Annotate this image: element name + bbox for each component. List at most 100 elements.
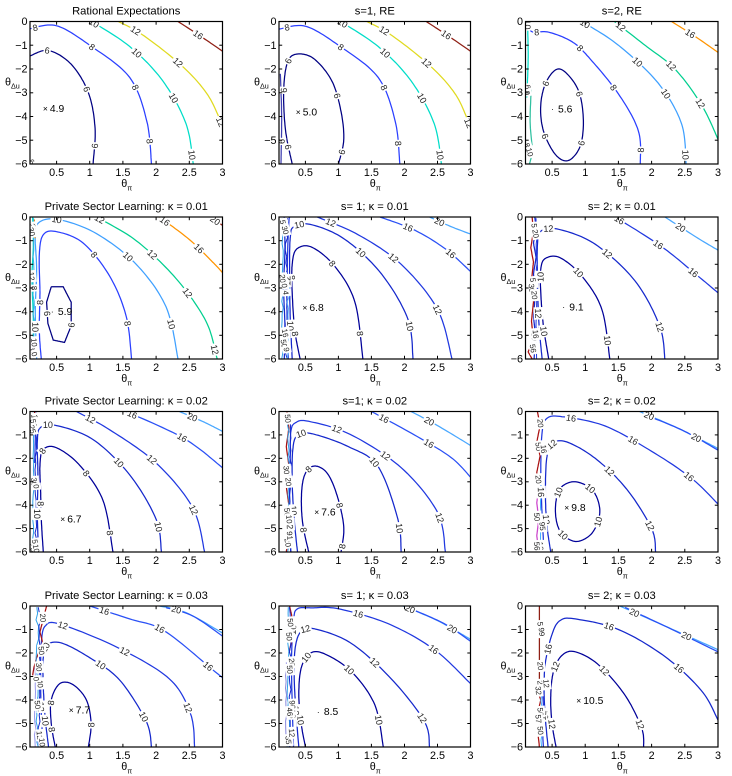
svg-text:−6: −6 <box>511 159 523 171</box>
svg-text:12: 12 <box>664 59 678 73</box>
svg-text:50: 50 <box>533 442 543 452</box>
svg-text:2.5: 2.5 <box>182 555 197 567</box>
svg-text:50: 50 <box>33 700 43 710</box>
svg-text:−1: −1 <box>264 235 276 247</box>
svg-text:10: 10 <box>354 245 368 259</box>
svg-text:8: 8 <box>303 464 313 475</box>
svg-text:20: 20 <box>422 414 436 428</box>
svg-text:−4: −4 <box>264 695 276 707</box>
svg-text:20: 20 <box>38 613 48 623</box>
svg-text:0: 0 <box>517 406 523 418</box>
svg-text:−5: −5 <box>15 523 27 535</box>
svg-text:4.9: 4.9 <box>50 104 65 115</box>
svg-text:12: 12 <box>27 272 37 281</box>
svg-text:1: 1 <box>87 167 93 179</box>
svg-text:−5: −5 <box>264 135 276 147</box>
svg-text:θ: θ <box>617 761 623 773</box>
svg-text:0.5: 0.5 <box>49 167 64 179</box>
svg-text:50: 50 <box>279 339 289 350</box>
svg-text:6: 6 <box>279 88 289 93</box>
svg-text:1.5: 1.5 <box>115 555 130 567</box>
svg-text:12: 12 <box>693 96 707 110</box>
svg-text:12: 12 <box>84 412 98 426</box>
svg-text:50: 50 <box>285 665 295 675</box>
svg-text:−5: −5 <box>15 330 27 342</box>
svg-text:8: 8 <box>86 722 96 727</box>
svg-text:4: 4 <box>281 290 290 296</box>
svg-text:2.5: 2.5 <box>430 167 445 179</box>
svg-text:16: 16 <box>192 242 206 256</box>
svg-text:1: 1 <box>335 555 341 567</box>
svg-text:12: 12 <box>415 711 429 725</box>
svg-text:10: 10 <box>602 335 613 346</box>
svg-text:Δu: Δu <box>260 471 269 480</box>
svg-text:−5: −5 <box>511 135 523 147</box>
svg-text:s= 1; κ = 0.01: s= 1; κ = 0.01 <box>341 201 409 213</box>
svg-text:10: 10 <box>137 710 150 723</box>
svg-text:−3: −3 <box>511 671 523 683</box>
svg-text:θ: θ <box>121 373 127 385</box>
svg-text:12: 12 <box>600 247 614 261</box>
svg-text:8: 8 <box>37 446 48 456</box>
svg-text:6: 6 <box>81 85 92 93</box>
svg-text:0: 0 <box>270 601 276 613</box>
svg-text:−1: −1 <box>15 40 27 52</box>
svg-text:8: 8 <box>334 502 345 509</box>
svg-text:50: 50 <box>285 618 295 628</box>
svg-text:12: 12 <box>145 453 159 467</box>
svg-text:0.5: 0.5 <box>298 362 313 374</box>
svg-text:10: 10 <box>415 91 429 105</box>
svg-text:θ: θ <box>121 178 127 190</box>
svg-text:−5: −5 <box>264 523 276 535</box>
svg-text:−1: −1 <box>511 235 523 247</box>
svg-text:8: 8 <box>35 300 45 305</box>
svg-text:0.5: 0.5 <box>545 555 560 567</box>
svg-text:7.7: 7.7 <box>76 705 91 716</box>
svg-text:−6: −6 <box>15 159 27 171</box>
svg-text:9.1: 9.1 <box>569 302 584 313</box>
svg-text:−2: −2 <box>264 648 276 660</box>
svg-text:−2: −2 <box>511 259 523 271</box>
svg-text:95: 95 <box>537 522 547 532</box>
svg-text:θ: θ <box>617 178 623 190</box>
svg-text:s= 2; κ = 0.03: s= 2; κ = 0.03 <box>588 590 656 602</box>
svg-text:3: 3 <box>219 555 225 567</box>
svg-text:3: 3 <box>219 167 225 179</box>
svg-text:10: 10 <box>295 714 306 725</box>
svg-text:12: 12 <box>330 423 343 436</box>
svg-text:12: 12 <box>118 645 131 658</box>
svg-text:10: 10 <box>285 321 295 331</box>
svg-text:Δu: Δu <box>260 82 269 91</box>
svg-text:30: 30 <box>29 477 39 487</box>
svg-text:1: 1 <box>582 167 588 179</box>
svg-text:−4: −4 <box>264 306 276 318</box>
svg-text:16: 16 <box>201 659 215 673</box>
svg-text:−4: −4 <box>511 695 523 707</box>
svg-text:12: 12 <box>187 503 200 516</box>
svg-text:12: 12 <box>214 115 227 128</box>
svg-text:16: 16 <box>126 408 139 421</box>
svg-text:·: · <box>562 302 565 312</box>
svg-text:−1: −1 <box>264 40 276 52</box>
svg-text:−5: −5 <box>511 718 523 730</box>
svg-text:16: 16 <box>686 265 700 279</box>
svg-text:0: 0 <box>21 601 27 613</box>
svg-text:50: 50 <box>532 512 542 522</box>
svg-text:−3: −3 <box>264 476 276 488</box>
svg-text:12: 12 <box>431 303 444 316</box>
svg-text:6: 6 <box>27 157 36 166</box>
svg-text:2.5: 2.5 <box>430 750 445 762</box>
svg-text:10: 10 <box>30 322 40 332</box>
svg-text:−4: −4 <box>264 500 276 512</box>
svg-text:2: 2 <box>649 750 655 762</box>
svg-text:8: 8 <box>130 83 141 92</box>
svg-text:10: 10 <box>167 91 181 105</box>
svg-text:−6: −6 <box>511 354 523 366</box>
svg-text:10: 10 <box>31 544 41 555</box>
svg-text:25: 25 <box>27 424 38 435</box>
svg-text:10: 10 <box>94 658 108 672</box>
svg-text:×: × <box>564 503 569 513</box>
svg-text:20: 20 <box>170 604 182 616</box>
svg-text:30: 30 <box>26 226 37 237</box>
svg-text:50: 50 <box>282 508 292 518</box>
